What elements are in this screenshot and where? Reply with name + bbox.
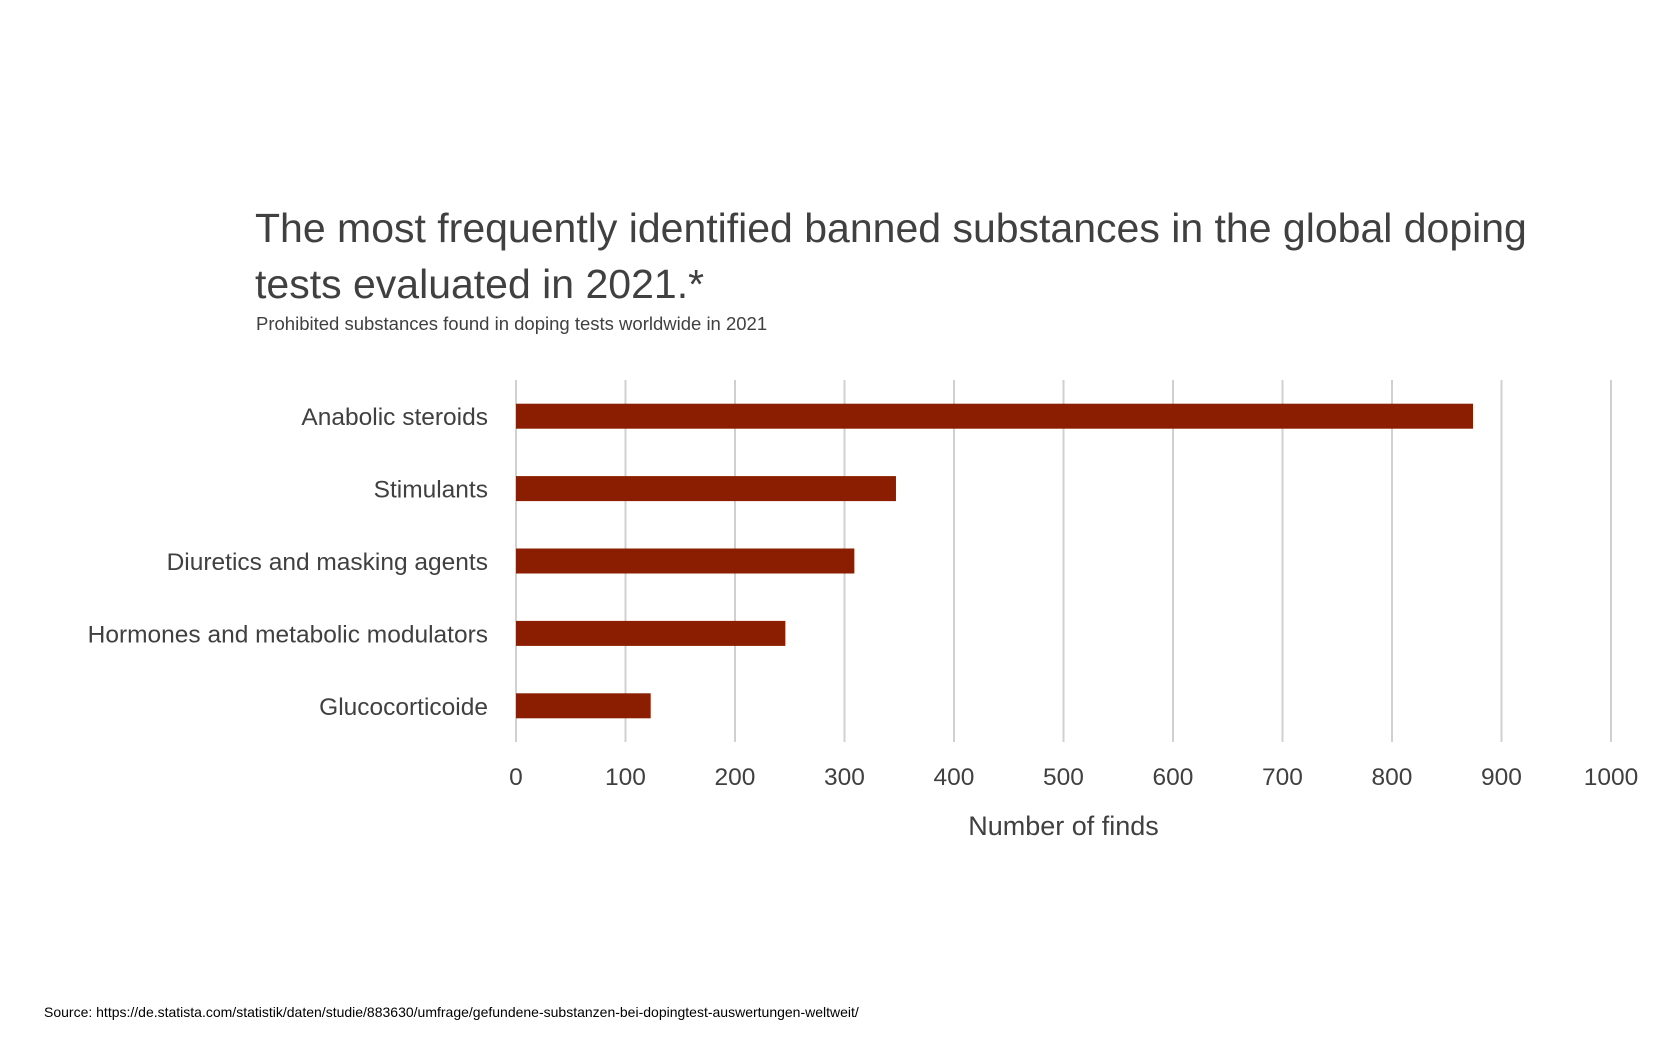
bar	[516, 403, 1474, 429]
x-tick-label: 200	[715, 764, 756, 791]
x-tick-labels: 0 100 200 300 400 500 600 700 800 900 1000	[509, 764, 1638, 791]
bar	[516, 548, 855, 574]
x-tick-label: 300	[824, 764, 865, 791]
x-axis-title: Number of finds	[968, 811, 1159, 841]
x-tick-label: 0	[509, 764, 523, 791]
category-labels: Anabolic steroids Stimulants Diuretics and…	[88, 404, 488, 721]
x-tick-label: 700	[1262, 764, 1303, 791]
x-tick-label: 100	[605, 764, 646, 791]
x-tick-label: 600	[1153, 764, 1194, 791]
category-label: Diuretics and masking agents	[167, 549, 488, 576]
chart-title: The most frequently identified banned su…	[255, 205, 1527, 307]
source-note: Source: https://de.statista.com/statisti…	[44, 1004, 859, 1020]
x-tick-label: 1000	[1584, 764, 1639, 791]
category-label: Stimulants	[374, 477, 488, 504]
chart-subtitle: Prohibited substances found in doping te…	[256, 313, 768, 334]
category-label: Anabolic steroids	[301, 404, 488, 431]
bar	[516, 620, 786, 646]
x-tick-label: 900	[1481, 764, 1522, 791]
category-label: Hormones and metabolic modulators	[88, 621, 488, 648]
x-tick-label: 400	[934, 764, 975, 791]
x-tick-label: 500	[1043, 764, 1084, 791]
category-label: Glucocorticoide	[319, 694, 488, 721]
bar	[516, 693, 651, 719]
x-tick-label: 800	[1372, 764, 1413, 791]
bar	[516, 476, 896, 502]
bars	[516, 403, 1474, 719]
